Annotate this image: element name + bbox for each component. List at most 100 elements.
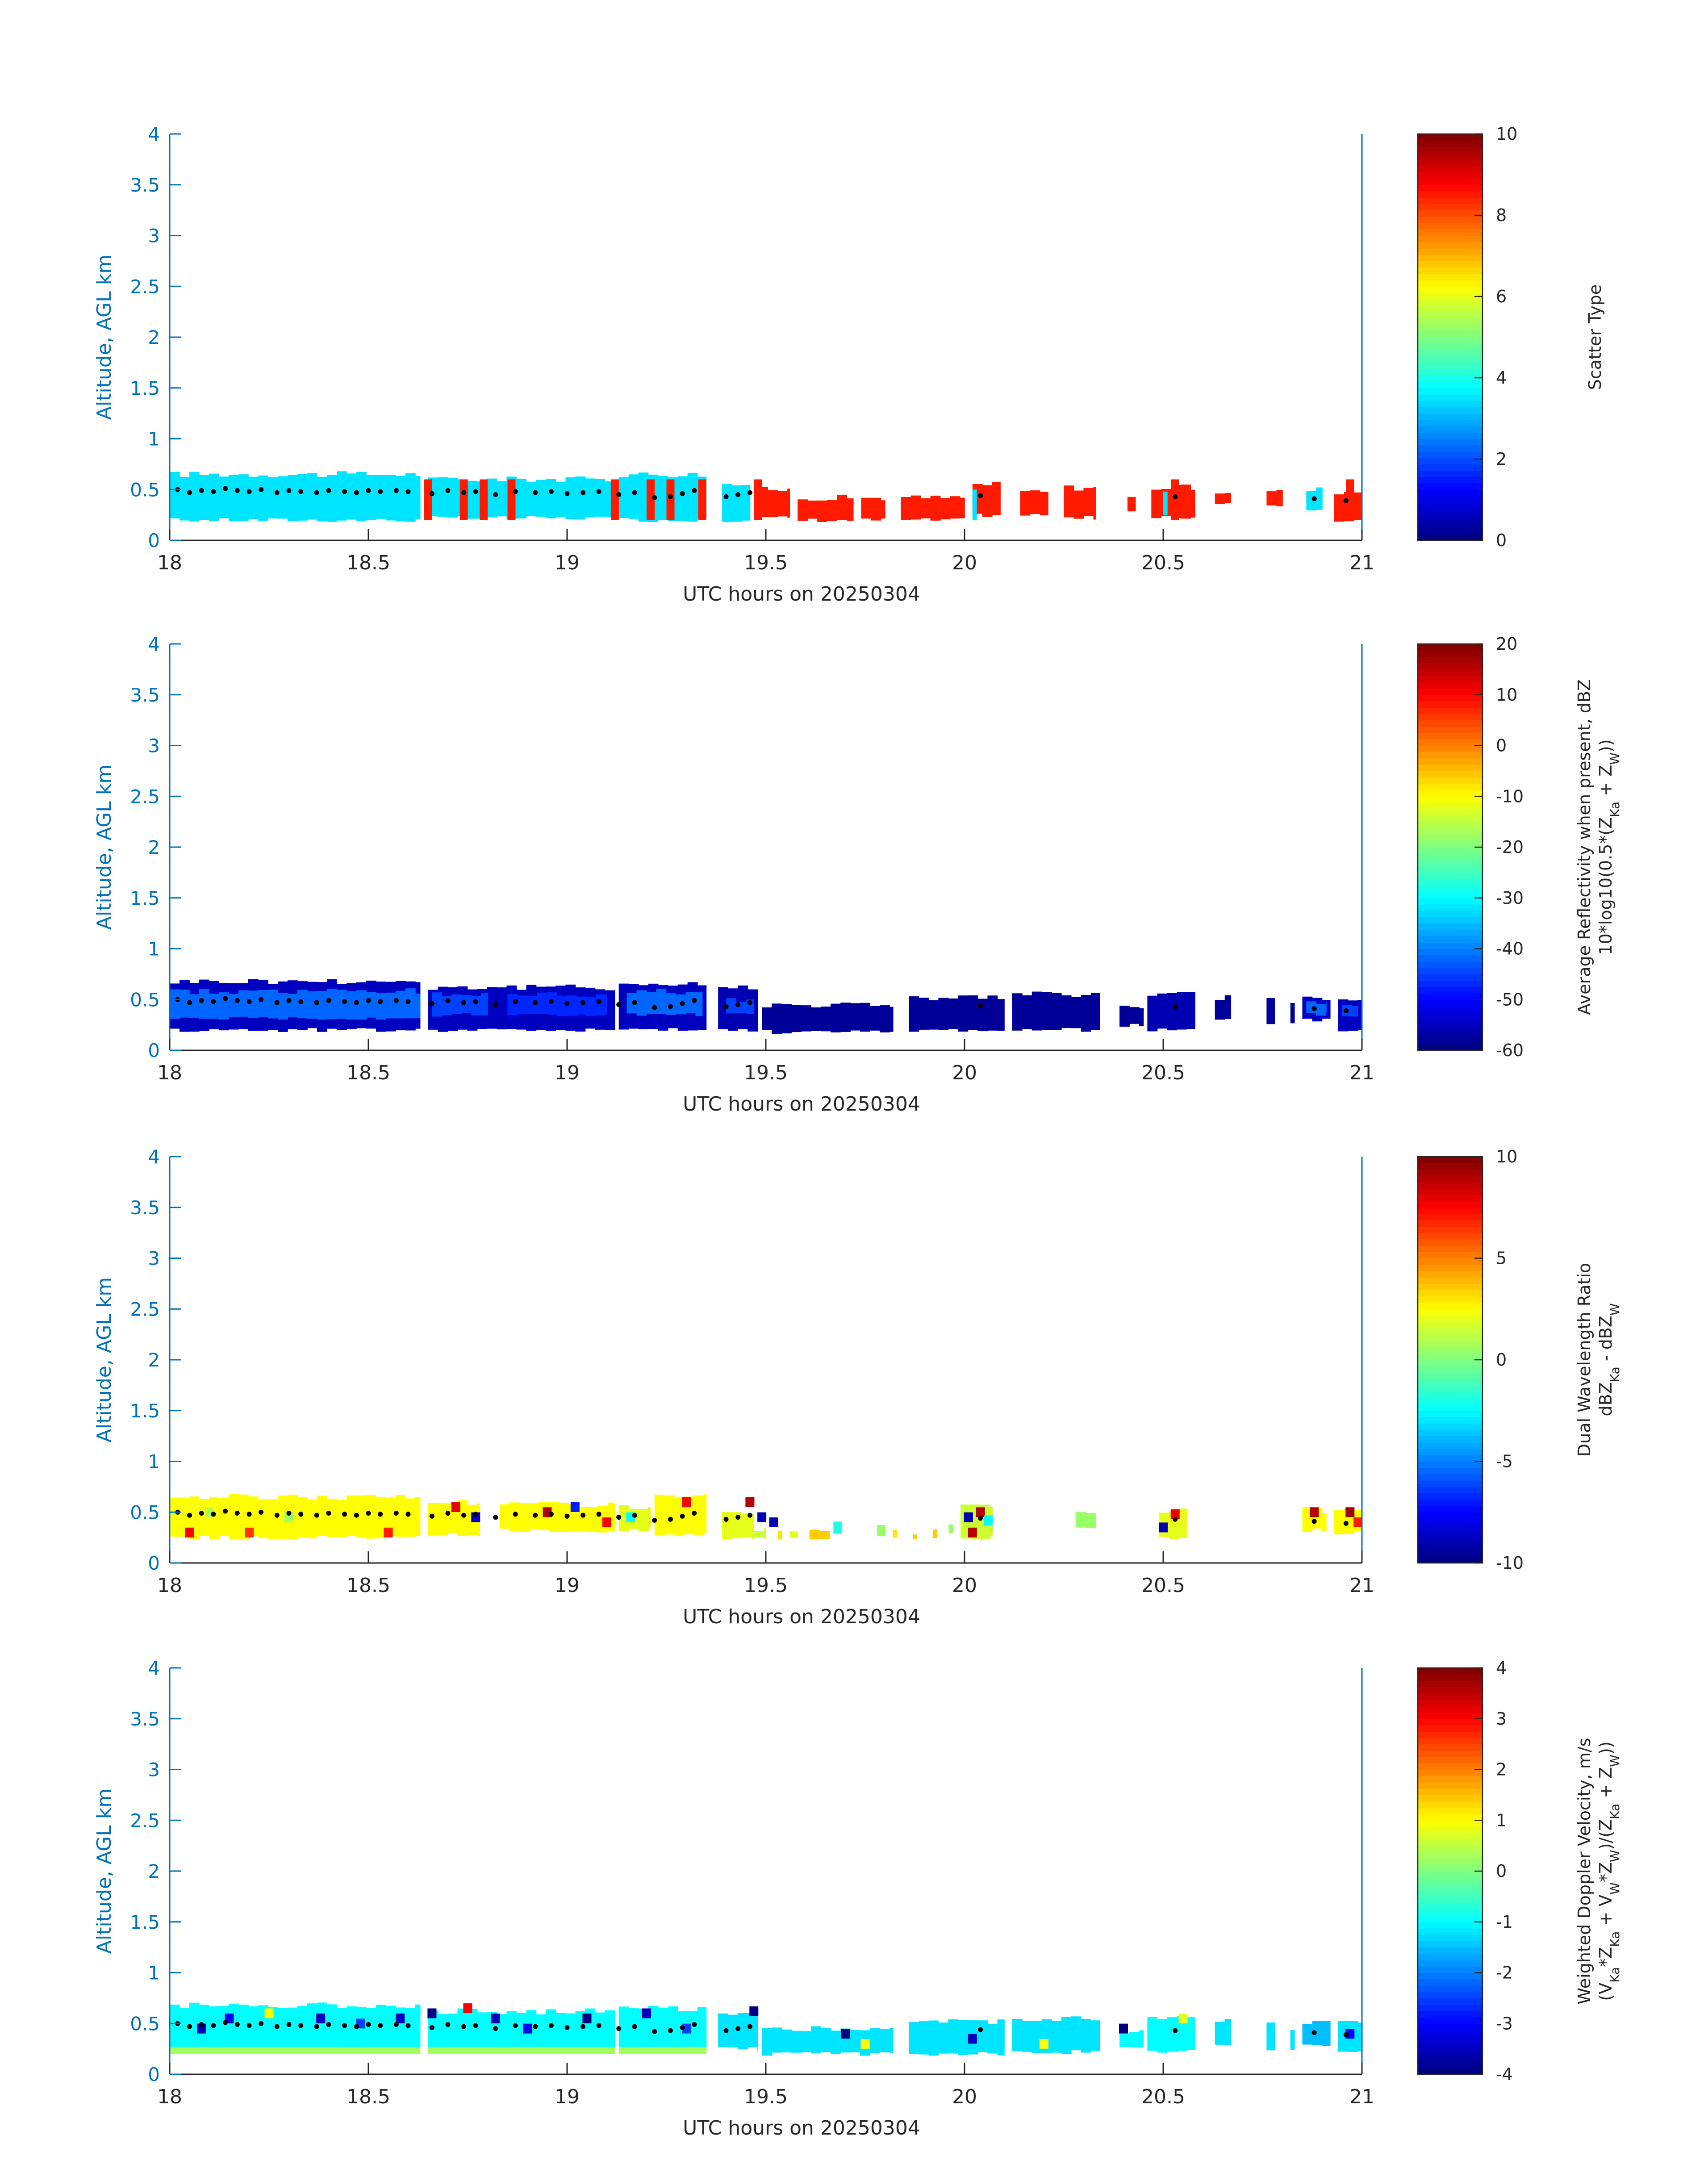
- data-segment: [238, 474, 249, 521]
- colorbar-tick-label: 10: [1496, 124, 1517, 144]
- colorbar-step: [1418, 362, 1482, 369]
- colorbar-step: [1418, 375, 1482, 382]
- data-segment: [526, 482, 537, 516]
- colorbar-step: [1418, 1680, 1482, 1688]
- colorbar-step: [1418, 1283, 1482, 1291]
- colorbar-step: [1418, 1360, 1482, 1366]
- data-segment: [1322, 1513, 1327, 1532]
- colorbar-step: [1418, 1985, 1482, 1992]
- data-segment-core: [396, 990, 406, 1019]
- data-stripe: [1346, 479, 1354, 520]
- data-segment: [258, 1499, 268, 1538]
- data-segment: [1020, 491, 1031, 516]
- colorbar-label-subscript: Ka: [1608, 1931, 1622, 1947]
- cloud-top-dot: [393, 998, 399, 1003]
- cloud-top-dot: [246, 489, 252, 494]
- data-stripe: [698, 479, 706, 520]
- data-segment-core: [366, 992, 376, 1018]
- cloud-top-dot: [405, 489, 411, 494]
- colorbar-step: [1418, 1820, 1482, 1827]
- data-segment: [1139, 2030, 1144, 2048]
- data-segment-core: [606, 994, 607, 1014]
- y-tick-label: 1: [148, 1962, 160, 1984]
- data-segment: [170, 472, 180, 518]
- data-segment-base: [467, 2047, 478, 2054]
- data-segment-core: [461, 995, 472, 1013]
- cloud-top-dot: [234, 488, 240, 493]
- data-segment: [787, 489, 790, 518]
- colorbar-step: [1418, 1757, 1482, 1763]
- y-tick-label: 3: [148, 1248, 160, 1270]
- data-segment: [467, 2009, 478, 2049]
- colorbar-step: [1418, 1852, 1482, 1859]
- colorbar-step: [1418, 1404, 1482, 1411]
- data-segment: [1302, 2023, 1313, 2045]
- y-tick-label: 3.5: [130, 1708, 160, 1730]
- data-segment: [638, 2009, 649, 2047]
- y-tick-label: 0: [148, 1040, 160, 1061]
- data-segment: [1224, 995, 1232, 1019]
- cloud-top-dot: [747, 2024, 752, 2029]
- cloud-top-dot: [616, 492, 622, 497]
- data-segment: [777, 1530, 782, 1540]
- colorbar-step: [1418, 1826, 1482, 1834]
- data-segment-base: [605, 2047, 615, 2054]
- data-segment: [509, 1502, 520, 1531]
- data-segment: [337, 1500, 347, 1538]
- data-segment: [1181, 485, 1191, 519]
- colorbar-step: [1418, 733, 1482, 740]
- cloud-top-dot: [513, 999, 518, 1004]
- data-segment-base: [536, 2047, 547, 2054]
- data-segment-base: [565, 2047, 576, 2054]
- colorbar-step: [1418, 1372, 1482, 1379]
- cloud-top-dot: [445, 1511, 451, 1516]
- data-segment: [487, 478, 497, 518]
- cloud-top-dot: [326, 488, 331, 493]
- colorbar-tick-label: 1: [1496, 1810, 1507, 1830]
- data-stripe: [507, 479, 516, 520]
- cloud-top-dot: [533, 1513, 538, 1518]
- colorbar-step: [1418, 986, 1482, 994]
- cloud-top-dot: [246, 2023, 252, 2028]
- data-segment: [347, 2006, 357, 2047]
- cloud-top-dot: [234, 1511, 240, 1516]
- data-segment: [258, 475, 268, 521]
- colorbar-step: [1418, 1890, 1482, 1897]
- colorbar-step: [1418, 350, 1482, 357]
- colorbar-step: [1418, 419, 1482, 426]
- data-segment: [860, 1003, 870, 1032]
- colorbar-tick-label: -60: [1496, 1040, 1524, 1060]
- colorbar-step: [1418, 1461, 1482, 1468]
- data-segment: [209, 1497, 219, 1539]
- cloud-top-dot: [513, 1512, 518, 1517]
- data-segment: [987, 2024, 998, 2054]
- cloud-top-dot: [1343, 1521, 1349, 1526]
- data-segment-base: [356, 2047, 367, 2054]
- data-segment: [772, 1003, 782, 1034]
- data-segment: [958, 2020, 969, 2055]
- colorbar-step: [1418, 2049, 1482, 2056]
- data-segment: [817, 500, 827, 522]
- data-segment: [1306, 491, 1317, 510]
- colorbar-step: [1418, 172, 1482, 179]
- colorbar-step: [1418, 942, 1482, 949]
- data-segment: [910, 495, 921, 520]
- colorbar-tick-label: -2: [1496, 1963, 1513, 1983]
- data-segment-base: [199, 2047, 209, 2054]
- colorbar-tick-label: -40: [1496, 939, 1524, 959]
- cloud-top-dot: [652, 495, 657, 500]
- cloud-top-dot: [580, 2024, 586, 2029]
- colorbar-label-line2: - dBZ: [1596, 1316, 1616, 1366]
- colorbar-step: [1418, 1668, 1482, 1675]
- colorbar-step: [1418, 1226, 1482, 1233]
- colorbar-step: [1418, 1220, 1482, 1227]
- data-segment: [229, 475, 239, 522]
- data-segment: [948, 1524, 953, 1534]
- colorbar-step: [1418, 521, 1482, 528]
- data-segment: [356, 1495, 367, 1538]
- colorbar-step: [1418, 489, 1482, 497]
- colorbar-step: [1418, 1239, 1482, 1246]
- data-segment-core: [268, 990, 278, 1019]
- data-segment: [821, 2028, 831, 2052]
